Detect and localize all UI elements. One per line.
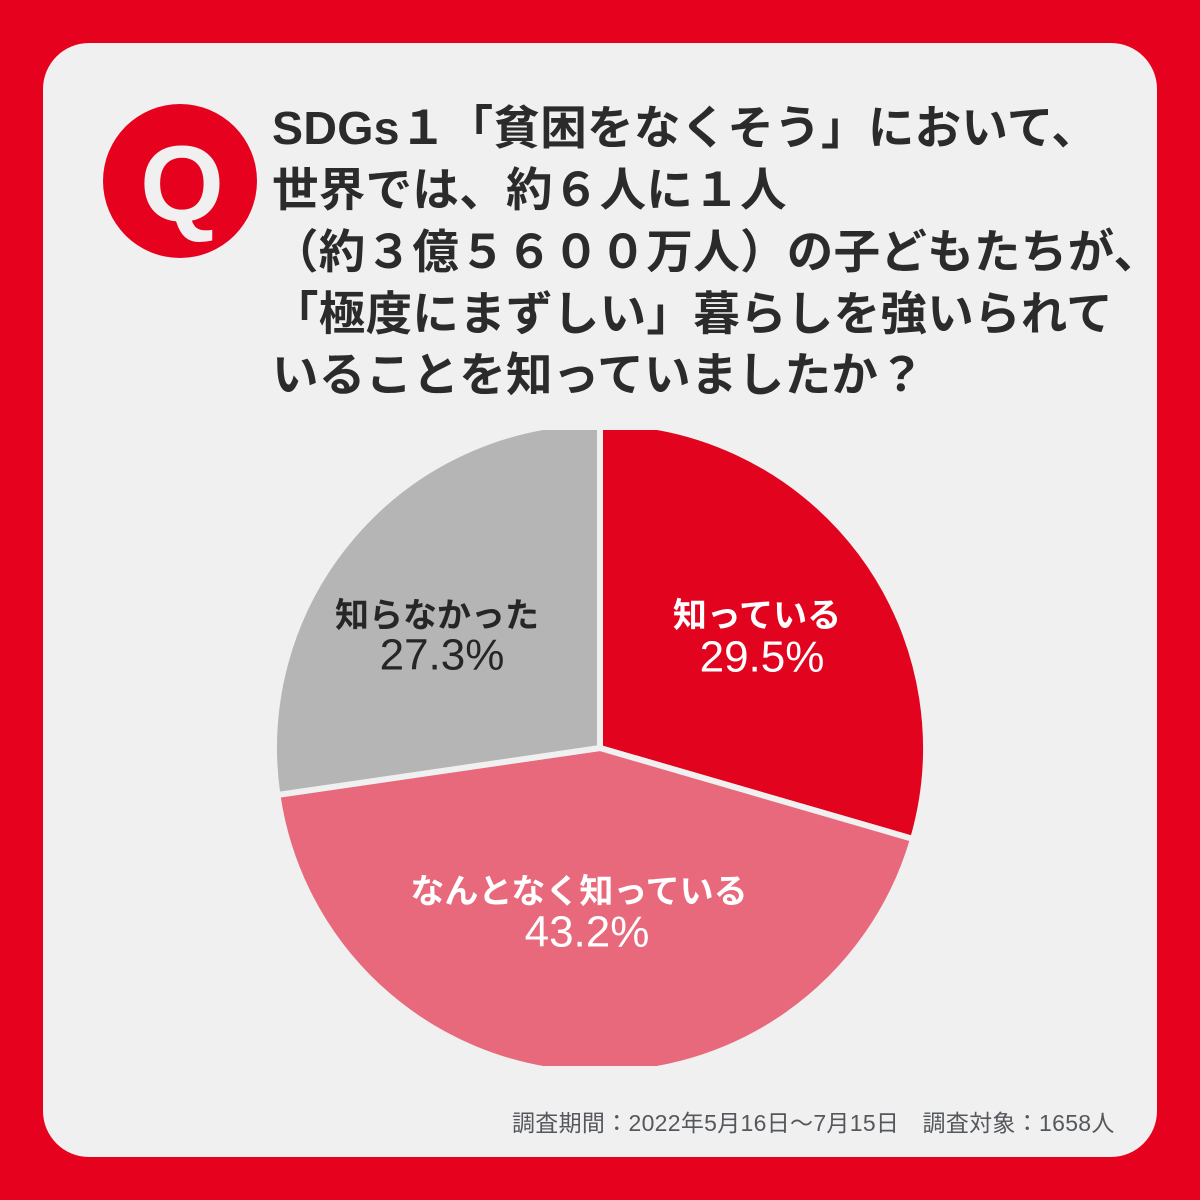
svg-text:なんとなく知っている: なんとなく知っている xyxy=(410,873,747,911)
svg-text:知っている: 知っている xyxy=(673,597,841,635)
svg-text:29.5%: 29.5% xyxy=(700,633,825,682)
svg-text:43.2%: 43.2% xyxy=(525,908,650,957)
svg-text:27.3%: 27.3% xyxy=(380,631,505,680)
svg-text:知らなかった: 知らなかった xyxy=(335,597,539,635)
